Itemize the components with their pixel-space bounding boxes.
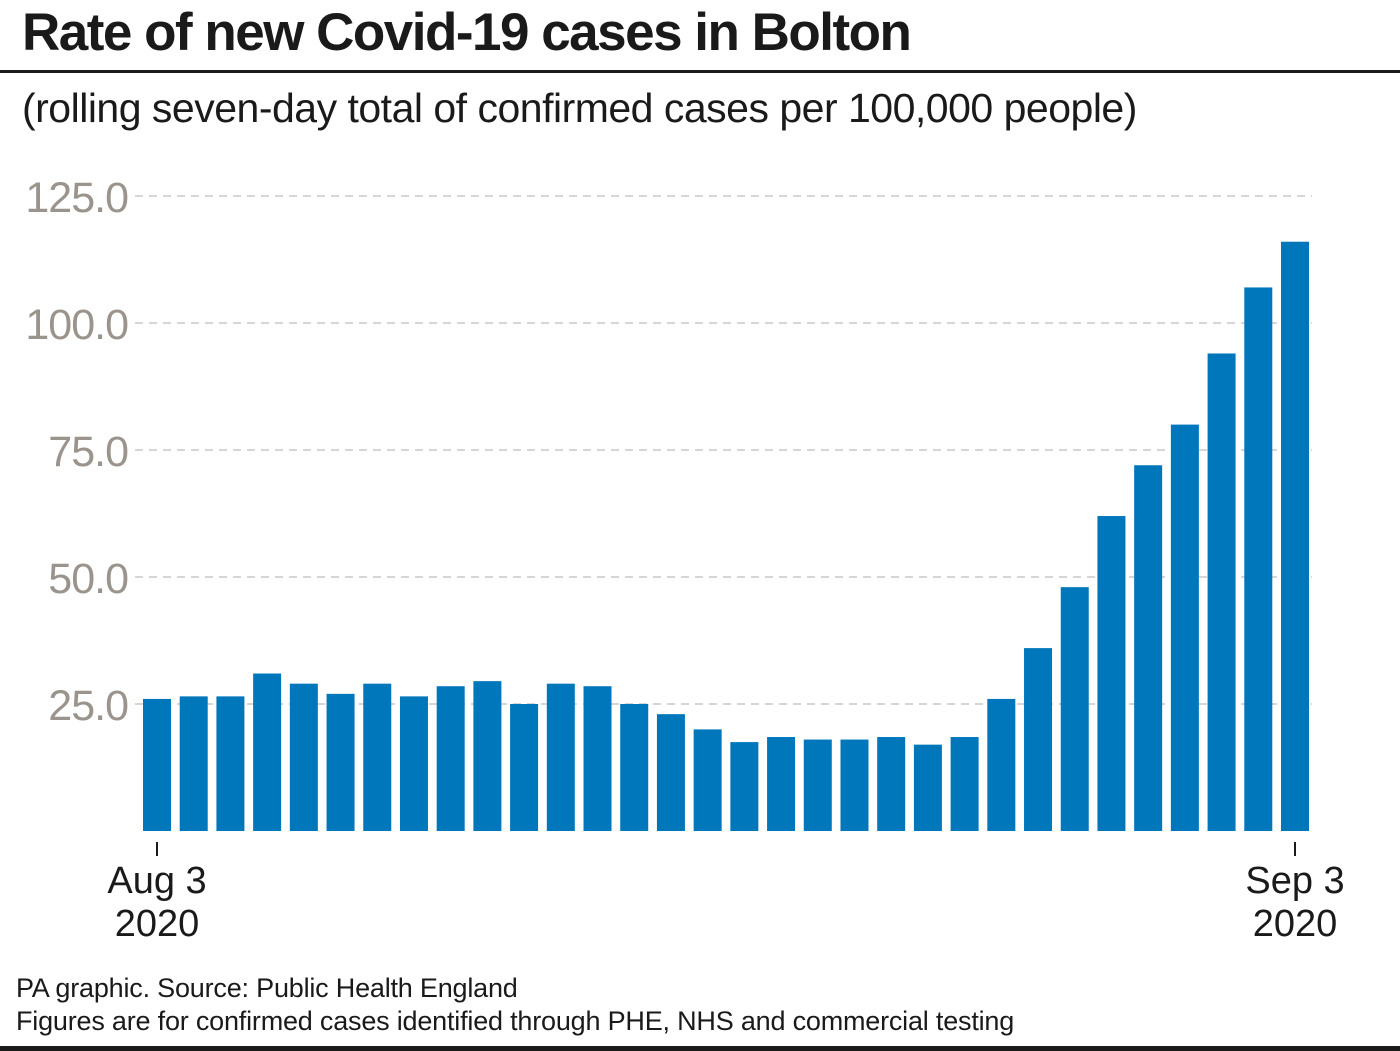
footnote: Figures are for confirmed cases identifi… [16,1006,1015,1036]
bar [767,737,796,831]
bar [1134,465,1163,831]
x-tick-label: Aug 3 [107,860,206,902]
bar [1060,587,1089,831]
bar [143,698,171,831]
bars [143,241,1309,832]
bar [987,698,1016,831]
x-tick-year: 2020 [1253,903,1338,945]
bar [326,693,355,831]
y-tick-label: 25.0 [48,682,128,730]
bar [1207,353,1236,831]
bar [693,729,722,831]
bar [1024,648,1053,831]
bar [399,696,428,831]
bar [1281,241,1309,832]
bar [583,686,612,831]
bar [546,683,575,831]
chart-subtitle: (rolling seven-day total of confirmed ca… [22,85,1137,131]
bar [363,683,392,831]
title-divider [0,70,1400,73]
bar [620,704,649,831]
bottom-divider [0,1046,1400,1051]
x-tick-label: Sep 3 [1245,860,1344,902]
y-tick-label: 125.0 [25,174,128,222]
bar [473,681,502,831]
bar [253,673,282,831]
y-tick-label: 100.0 [25,301,128,349]
y-axis-tick-labels: 25.0 50.0 75.0 100.0 125.0 [25,174,129,730]
bar [216,696,245,831]
bar [179,696,208,831]
y-tick-label: 75.0 [48,428,128,476]
bar [730,742,759,831]
bar [1244,287,1273,831]
bar [913,744,942,831]
bar [436,686,465,831]
source-credit: PA graphic. Source: Public Health Englan… [16,973,518,1003]
bar [510,704,539,831]
bar [950,737,979,831]
bar [877,737,906,831]
y-tick-label: 50.0 [48,555,128,603]
chart-title: Rate of new Covid-19 cases in Bolton [22,3,912,62]
x-tick-year: 2020 [115,903,200,945]
bar [1097,516,1126,831]
footer: PA graphic. Source: Public Health Englan… [16,972,1014,1038]
bar [840,739,869,831]
bar [656,714,685,831]
bar [1170,424,1199,831]
bar [803,739,832,831]
bar [289,683,318,831]
